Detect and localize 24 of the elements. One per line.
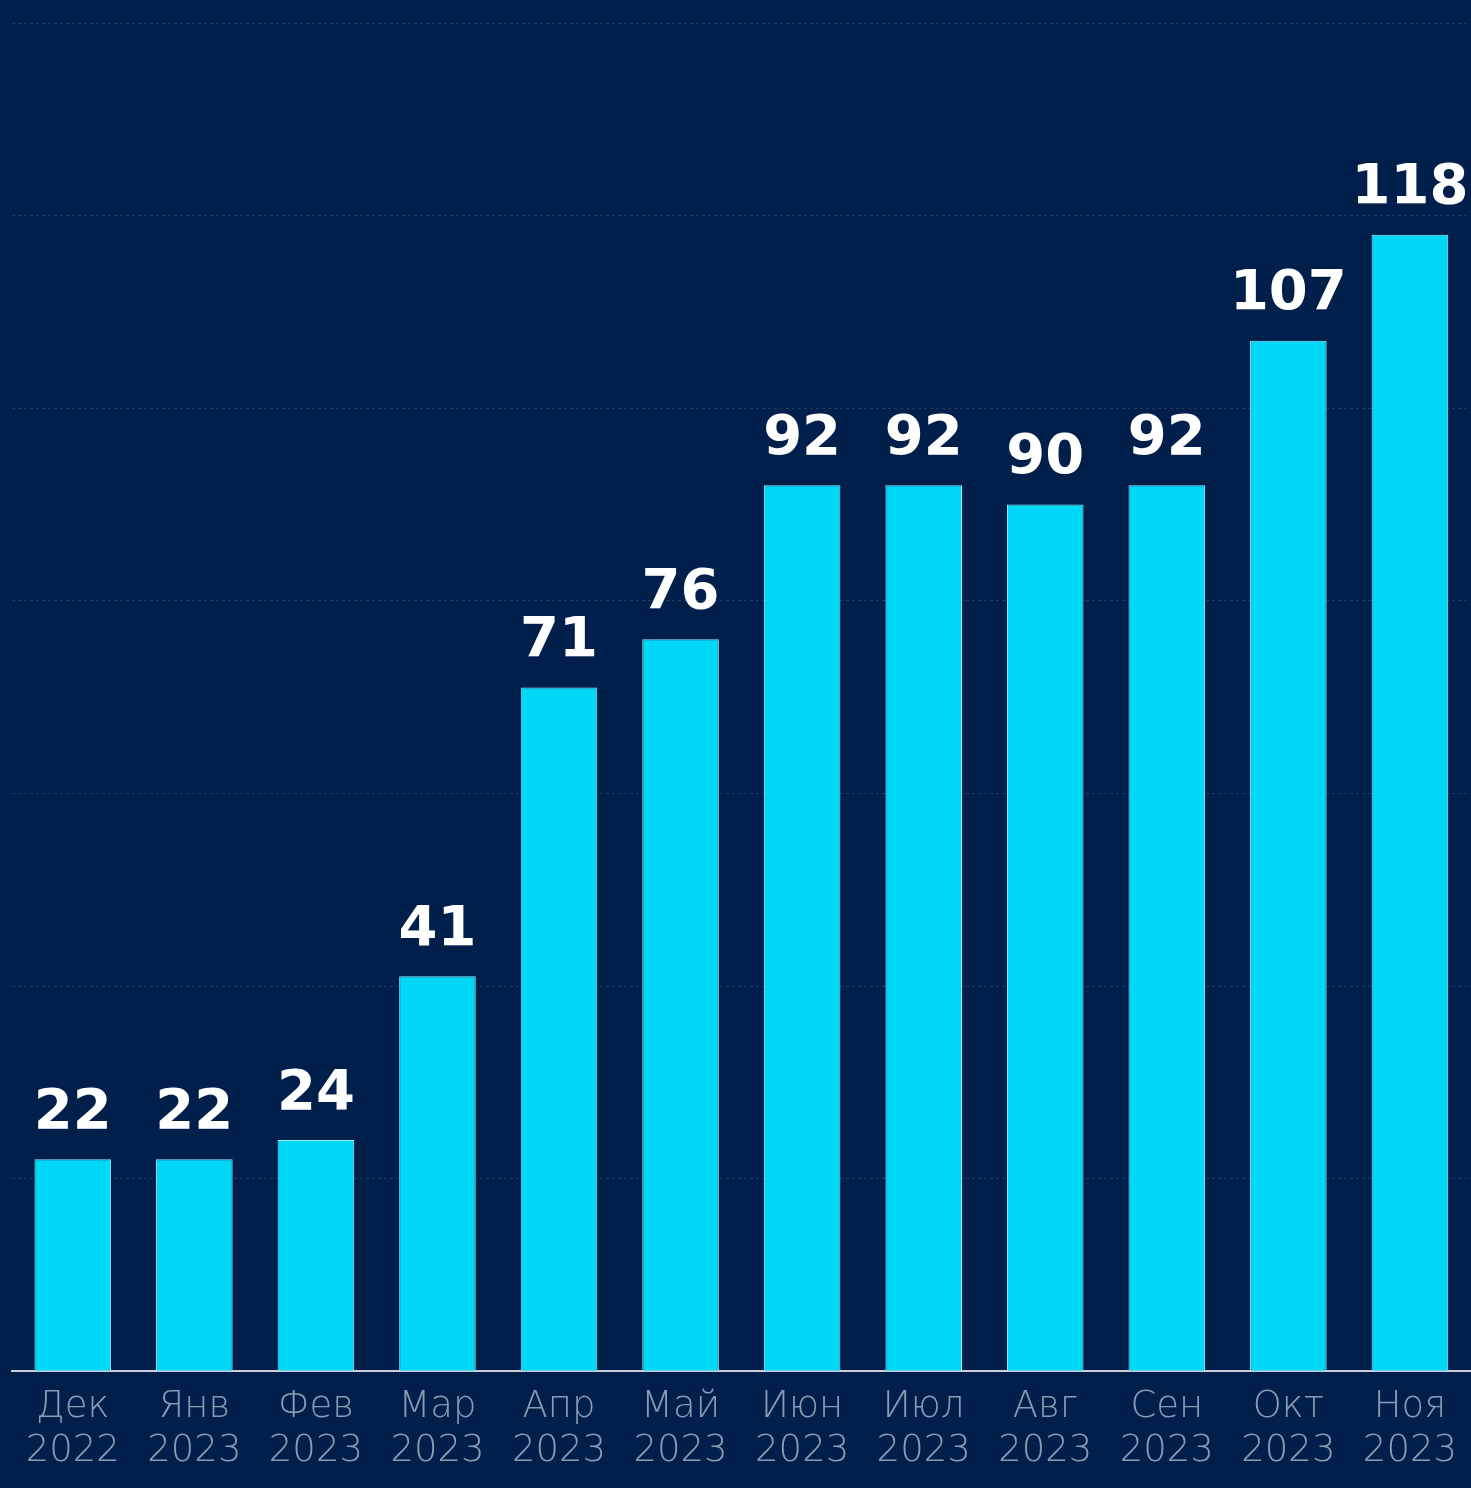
x-tick-label: Июл 2023 [876, 1383, 971, 1471]
x-tick-label: Янв 2023 [147, 1383, 242, 1471]
x-tick-label: Окт 2023 [1241, 1383, 1336, 1471]
data-label: 76 [641, 555, 720, 621]
data-label: 118 [1351, 151, 1469, 217]
x-tick-label: Мар 2023 [390, 1383, 485, 1471]
data-label: 92 [1127, 401, 1206, 467]
data-label: 92 [763, 401, 842, 467]
x-tick-label: Фев 2023 [268, 1383, 363, 1471]
x-tick-label: Сен 2023 [1119, 1383, 1214, 1471]
x-tick-label: Дек 2022 [25, 1383, 120, 1471]
data-label: 90 [1006, 421, 1085, 487]
x-tick-label: Авг 2023 [998, 1383, 1093, 1471]
data-label: 24 [276, 1056, 355, 1122]
data-label: 22 [33, 1075, 112, 1141]
x-tick-label: Июн 2023 [755, 1383, 850, 1471]
data-label: 22 [155, 1075, 234, 1141]
x-tick-label: Май 2023 [633, 1383, 728, 1471]
x-tick-label: Ноя 2023 [1362, 1383, 1457, 1471]
data-label: 41 [398, 892, 477, 958]
data-label: 71 [520, 604, 598, 670]
data-label: 107 [1229, 257, 1347, 323]
data-label: 92 [884, 401, 963, 467]
x-tick-label: Апр 2023 [511, 1383, 607, 1471]
